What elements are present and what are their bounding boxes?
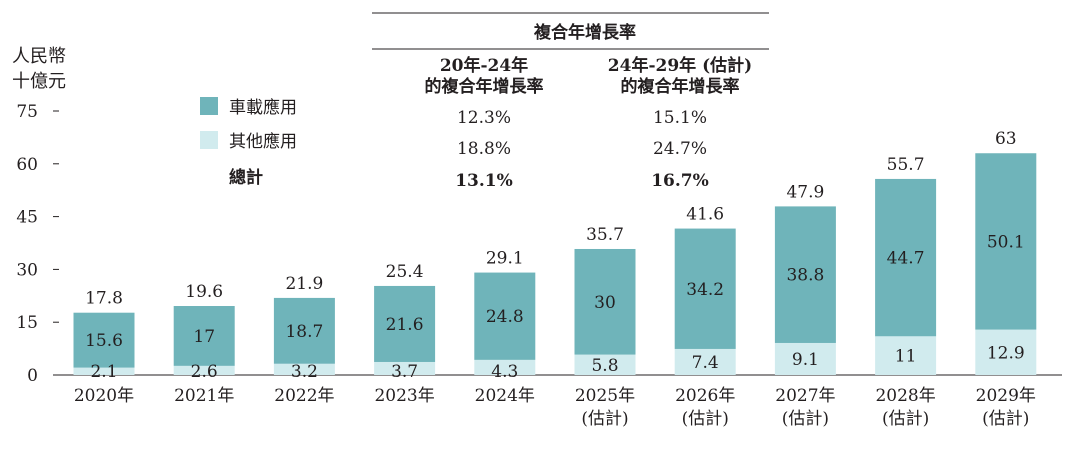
cagr-table-title: 複合年增長率: [533, 22, 636, 43]
y-axis-title-line: 人民幣: [12, 46, 66, 67]
cagr-column-header: 24年-29年 (估計): [608, 55, 752, 76]
bar-segment-other: [474, 359, 536, 375]
bar-value-label-other: 2.6: [191, 362, 218, 382]
y-tick-label: 15: [16, 313, 38, 333]
cagr-column-header: 的複合年增長率: [425, 76, 544, 97]
x-tick-label: 2027年: [775, 386, 835, 406]
bar-value-label-other: 4.3: [491, 362, 518, 382]
bar-segment-vehicle: [975, 153, 1037, 330]
bar-value-label-vehicle: 30: [594, 293, 616, 313]
bar-value-label-vehicle: 24.8: [486, 307, 524, 327]
x-tick-label: 2023年: [374, 386, 434, 406]
cagr-column-header: 20年-24年: [440, 55, 528, 76]
bar-value-label-other: 3.2: [291, 362, 318, 382]
cagr-value: 24.7%: [653, 139, 707, 159]
y-tick-label: 75: [16, 102, 38, 122]
x-tick-label: 2029年: [976, 386, 1036, 406]
bar-value-label-other: 12.9: [987, 343, 1025, 363]
x-tick-label: 2025年: [575, 386, 635, 406]
bar-value-label-vehicle: 34.2: [686, 280, 724, 300]
legend-label: 其他應用: [229, 131, 297, 152]
bar-segment-other: [574, 354, 636, 375]
bar-segment-vehicle: [875, 178, 937, 337]
bar-value-label-vehicle: 44.7: [887, 249, 925, 269]
cagr-value: 15.1%: [653, 108, 707, 128]
cagr-value: 16.7%: [651, 171, 709, 191]
bar-segment-other: [73, 367, 135, 375]
bar-value-label-other: 9.1: [792, 350, 819, 370]
bar-value-label-vehicle: 17: [193, 327, 215, 347]
bar-segment-vehicle: [273, 297, 335, 364]
bar-segment-vehicle: [674, 228, 736, 349]
y-tick-label: 0: [27, 366, 38, 386]
x-tick-label: (估計): [682, 409, 729, 429]
x-tick-label: (估計): [581, 409, 628, 429]
bar-segment-other: [374, 361, 436, 375]
x-tick-label: (估計): [882, 409, 929, 429]
x-tick-label: 2026年: [675, 386, 735, 406]
legend-label: 車載應用: [229, 97, 297, 118]
bar-value-label-other: 2.1: [90, 362, 117, 382]
bar-value-label-vehicle: 15.6: [85, 331, 123, 351]
bar-value-label-vehicle: 38.8: [786, 266, 824, 286]
bar-total-label: 29.1: [486, 249, 524, 269]
bar-value-label-other: 5.8: [591, 356, 618, 376]
x-tick-label: 2028年: [875, 386, 935, 406]
bar-total-label: 41.6: [686, 205, 724, 225]
legend-swatch: [200, 97, 218, 115]
cagr-value: 13.1%: [455, 171, 513, 191]
bar-total-label: 25.4: [386, 262, 424, 282]
bar-total-label: 35.7: [586, 225, 624, 245]
bar-segment-vehicle: [474, 272, 536, 360]
cagr-value: 12.3%: [457, 108, 511, 128]
y-tick-label: 30: [16, 260, 38, 280]
x-axis-labels: 2020年 2021年 2022年 2023年 2024年 2025年 (估計) 2026年 (…: [74, 386, 1036, 429]
y-tick-label: 45: [16, 208, 38, 228]
x-tick-label: 2020年: [74, 386, 134, 406]
bar-total-label: 21.9: [285, 274, 323, 294]
bar-total-label: 17.8: [85, 289, 123, 309]
bar-total-label: 19.6: [185, 282, 223, 302]
x-tick-label: 2024年: [475, 386, 535, 406]
x-tick-label: 2022年: [274, 386, 334, 406]
y-tick-label: 60: [16, 155, 38, 175]
bar-value-label-vehicle: 18.7: [285, 322, 323, 342]
cagr-value: 18.8%: [457, 139, 511, 159]
bar-segment-vehicle: [374, 285, 436, 362]
bar-segment-vehicle: [574, 248, 636, 355]
x-tick-label: 2021年: [174, 386, 234, 406]
bars: 2.1 15.6 17.8 2.6 17 19.6 3.2 18.7 21.9 3.7 21.6 25…: [73, 129, 1037, 382]
legend-swatch: [200, 131, 218, 149]
bar-value-label-other: 7.4: [692, 353, 719, 373]
bar-segment-other: [173, 365, 235, 375]
bar-segment-vehicle: [774, 206, 836, 343]
bar-value-label-other: 3.7: [391, 362, 418, 382]
bar-segment-other: [774, 342, 836, 375]
y-axis-title-line: 十億元: [12, 71, 66, 92]
legend-label: 總計: [229, 167, 263, 188]
bar-total-label: 63: [995, 129, 1017, 149]
x-tick-label: (估計): [782, 409, 829, 429]
bar-segment-other: [875, 336, 937, 375]
bar-total-label: 55.7: [887, 155, 925, 175]
cagr-column-header: 的複合年增長率: [621, 76, 740, 97]
bar-segment-vehicle: [73, 312, 135, 368]
bar-total-label: 47.9: [786, 182, 824, 202]
bar-value-label-other: 11: [895, 347, 917, 367]
bar-value-label-vehicle: 50.1: [987, 232, 1025, 252]
x-tick-label: (估計): [982, 409, 1029, 429]
bar-segment-other: [975, 329, 1037, 375]
bar-value-label-vehicle: 21.6: [386, 315, 424, 335]
bar-segment-vehicle: [173, 306, 235, 366]
bar-segment-other: [273, 363, 335, 375]
bar-segment-other: [674, 348, 736, 375]
